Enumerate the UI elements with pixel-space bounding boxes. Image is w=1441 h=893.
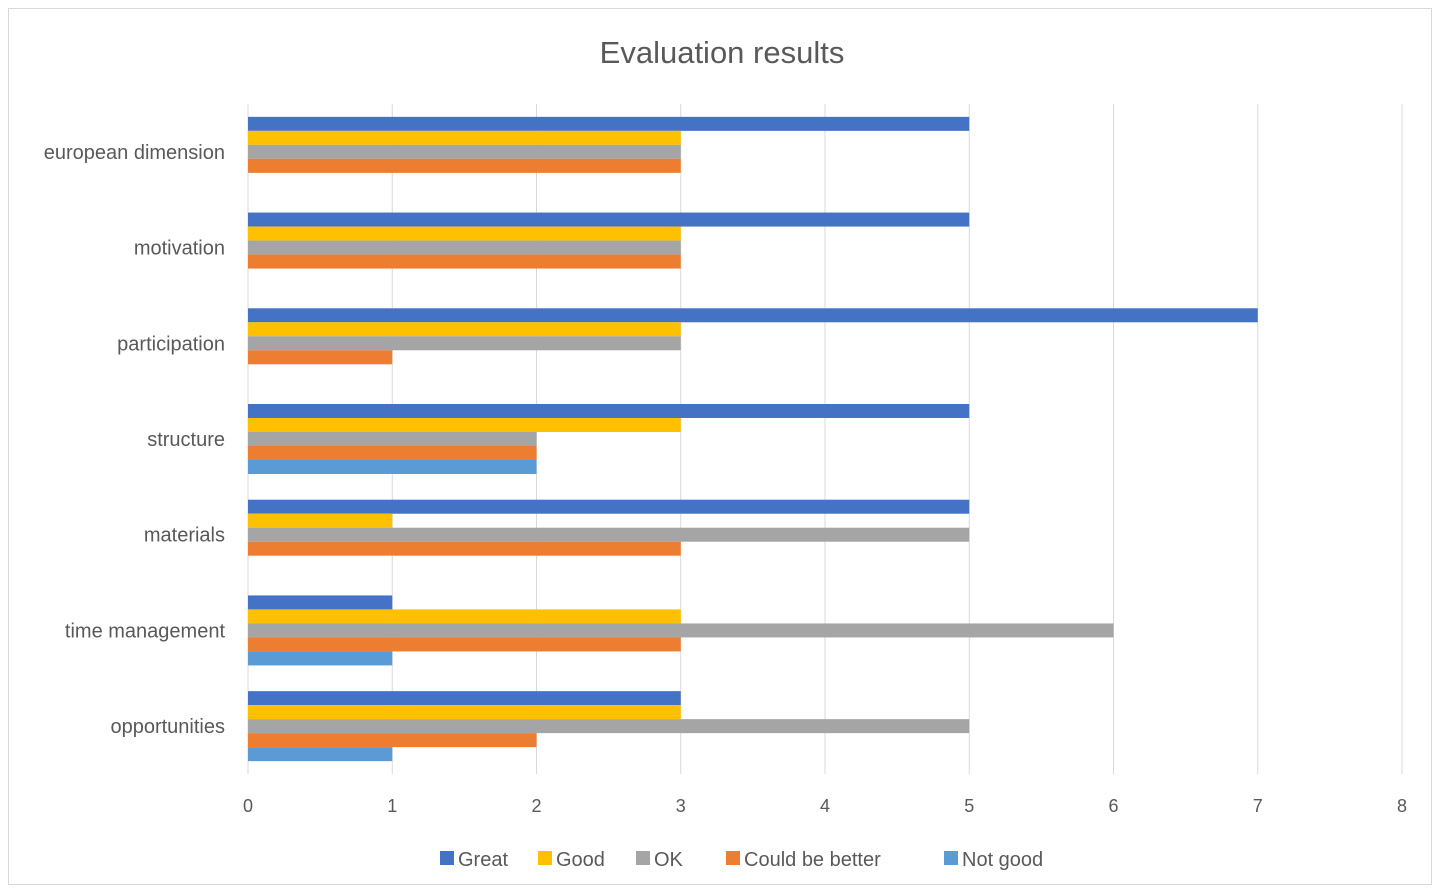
- bar: [248, 637, 681, 652]
- chart-frame: [8, 8, 1432, 885]
- bar: [248, 460, 537, 474]
- x-tick-label: 8: [1397, 796, 1407, 816]
- bar: [248, 527, 970, 542]
- x-tick-label: 0: [243, 796, 253, 816]
- bar: [248, 446, 537, 460]
- legend-swatch: [944, 851, 958, 865]
- bar: [248, 336, 681, 351]
- bar: [248, 418, 681, 432]
- x-tick-label: 4: [820, 796, 830, 816]
- bar: [248, 499, 970, 514]
- category-label: participation: [117, 333, 225, 355]
- bar: [248, 623, 1114, 638]
- bar: [248, 432, 537, 446]
- bar: [248, 212, 970, 227]
- x-tick-label: 2: [531, 796, 541, 816]
- legend-label: Could be better: [744, 849, 881, 871]
- bar: [248, 719, 970, 734]
- bar: [248, 609, 681, 624]
- bar: [248, 705, 681, 720]
- legend-swatch: [440, 851, 454, 865]
- bar: [248, 144, 681, 159]
- bar: [248, 240, 681, 255]
- legend-label: Good: [556, 849, 605, 871]
- legend-swatch: [538, 851, 552, 865]
- x-axis-tick-labels: 0 1 2 3 4 5 6 7 8: [243, 796, 1407, 816]
- bar: [248, 116, 970, 131]
- legend-swatch: [636, 851, 650, 865]
- legend-label: OK: [654, 849, 684, 871]
- x-tick-label: 1: [387, 796, 397, 816]
- category-label: opportunities: [110, 716, 225, 738]
- x-tick-label: 5: [964, 796, 974, 816]
- bar: [248, 513, 393, 528]
- x-tick-label: 7: [1253, 796, 1263, 816]
- bar: [248, 322, 681, 337]
- category-label: european dimension: [44, 142, 225, 164]
- chart-title: Evaluation results: [600, 35, 845, 70]
- bar: [248, 541, 681, 556]
- legend: Great Good OK Could be better Not good: [440, 849, 1043, 871]
- category-labels: european dimension motivation participatio…: [44, 142, 226, 738]
- bar: [248, 595, 393, 610]
- category-label: motivation: [134, 238, 225, 260]
- bar: [248, 308, 1258, 323]
- bar: [248, 651, 393, 666]
- x-tick-label: 3: [676, 796, 686, 816]
- legend-swatch: [726, 851, 740, 865]
- bar: [248, 226, 681, 241]
- bar: [248, 350, 393, 365]
- bar: [248, 747, 393, 762]
- category-label: time management: [65, 620, 226, 642]
- category-label: materials: [144, 525, 225, 547]
- legend-label: Great: [458, 849, 508, 871]
- bars: [248, 116, 1258, 762]
- bar: [248, 733, 537, 748]
- category-label: structure: [147, 429, 225, 451]
- legend-label: Not good: [962, 849, 1043, 871]
- bar: [248, 254, 681, 269]
- bar: [248, 404, 970, 418]
- bar: [248, 691, 681, 706]
- bar: [248, 130, 681, 145]
- x-tick-label: 6: [1108, 796, 1118, 816]
- bar: [248, 158, 681, 173]
